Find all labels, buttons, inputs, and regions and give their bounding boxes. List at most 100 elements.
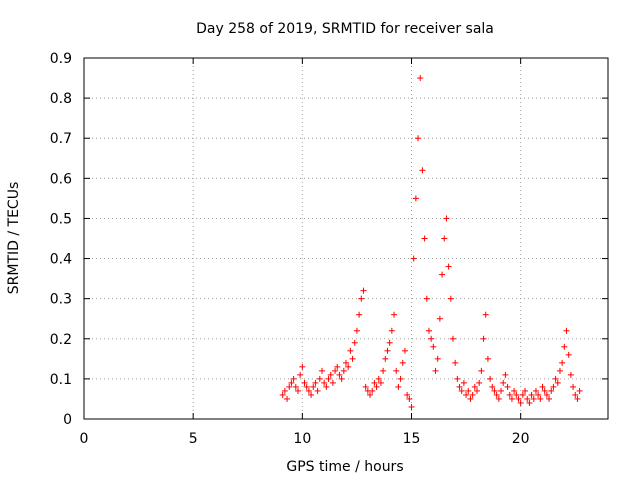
- data-point: [500, 379, 507, 386]
- x-tick-label: 10: [293, 431, 311, 447]
- data-point: [546, 395, 553, 402]
- x-axis-label: GPS time / hours: [286, 459, 403, 475]
- data-point: [567, 371, 574, 378]
- data-point: [474, 387, 480, 394]
- data-point: [334, 363, 341, 370]
- data-point: [284, 395, 291, 402]
- data-point: [484, 355, 491, 362]
- data-point: [347, 347, 354, 354]
- data-point: [412, 195, 419, 202]
- data-point: [456, 383, 463, 390]
- data-point: [377, 379, 384, 386]
- data-point: [480, 335, 487, 342]
- y-tick-label: 0.3: [50, 292, 72, 308]
- data-point: [384, 347, 391, 354]
- data-point: [288, 379, 295, 386]
- data-point: [421, 235, 428, 242]
- data-point: [543, 391, 550, 398]
- data-point: [327, 371, 334, 378]
- data-point: [548, 387, 555, 394]
- data-point: [513, 391, 520, 398]
- data-point: [476, 379, 483, 386]
- data-point: [561, 343, 568, 350]
- data-point: [447, 295, 454, 302]
- data-point: [541, 387, 548, 394]
- data-point: [439, 271, 446, 278]
- y-tick-label: 0.2: [50, 332, 72, 348]
- data-point: [517, 399, 524, 406]
- data-point: [312, 379, 319, 386]
- y-tick-label: 0: [63, 412, 72, 428]
- data-point: [408, 403, 415, 410]
- data-point: [343, 359, 349, 366]
- data-point: [458, 387, 465, 394]
- grid: [84, 58, 608, 419]
- data-point: [358, 295, 365, 302]
- data-point: [336, 371, 343, 378]
- data-point: [506, 391, 513, 398]
- data-point: [294, 387, 301, 394]
- data-point: [375, 375, 382, 382]
- data-point: [345, 363, 352, 370]
- data-point: [419, 167, 426, 174]
- x-tick-label: 15: [403, 431, 421, 447]
- chart-title: Day 258 of 2019, SRMTID for receiver sal…: [196, 21, 494, 37]
- data-point: [441, 235, 448, 242]
- data-point: [430, 343, 437, 350]
- data-point: [410, 255, 417, 262]
- data-point: [563, 327, 570, 334]
- data-point: [290, 375, 297, 382]
- data-point: [524, 395, 531, 402]
- data-point: [406, 395, 413, 402]
- data-point: [362, 383, 369, 390]
- y-tick-label: 0.7: [50, 131, 72, 147]
- data-point: [417, 75, 424, 82]
- data-point: [314, 387, 321, 394]
- data-point: [478, 367, 485, 374]
- data-point: [367, 391, 374, 398]
- data-point: [495, 395, 502, 402]
- data-point: [550, 383, 557, 390]
- data-point: [303, 383, 310, 390]
- data-point: [443, 215, 450, 222]
- data-point: [356, 311, 363, 318]
- tick-labels: 0 5 10 15 20 0 0.1 0.2 0.3 0.4 0.5 0.6 0.7 0.8 0.9: [50, 51, 530, 447]
- data-point: [436, 315, 443, 322]
- data-point: [522, 387, 529, 394]
- data-point: [493, 391, 500, 398]
- data-point: [388, 327, 395, 334]
- data-point: [281, 387, 288, 394]
- data-point: [491, 387, 498, 394]
- data-point: [526, 399, 533, 406]
- data-point: [570, 383, 577, 390]
- plot-frame: [83, 57, 609, 420]
- data-point: [397, 375, 404, 382]
- data-point: [393, 367, 400, 374]
- data-point: [349, 355, 356, 362]
- y-tick-label: 0.4: [50, 252, 72, 268]
- data-point: [301, 379, 308, 386]
- data-point: [380, 367, 387, 374]
- x-tick-label: 20: [512, 431, 530, 447]
- data-point: [401, 347, 408, 354]
- data-point: [369, 387, 376, 394]
- y-tick-label: 0.9: [50, 51, 72, 67]
- data-point: [415, 135, 422, 142]
- data-point: [519, 391, 526, 398]
- data-point: [305, 387, 312, 394]
- data-point: [576, 387, 583, 394]
- x-tick-label: 0: [80, 431, 89, 447]
- data-point: [373, 383, 380, 390]
- data-points: [279, 75, 583, 410]
- data-point: [554, 379, 561, 386]
- data-point: [299, 363, 306, 370]
- data-point: [428, 335, 435, 342]
- data-point: [325, 375, 332, 382]
- data-point: [308, 391, 315, 398]
- data-point: [432, 367, 439, 374]
- data-point: [537, 395, 544, 402]
- data-point: [535, 391, 542, 398]
- data-point: [386, 339, 393, 346]
